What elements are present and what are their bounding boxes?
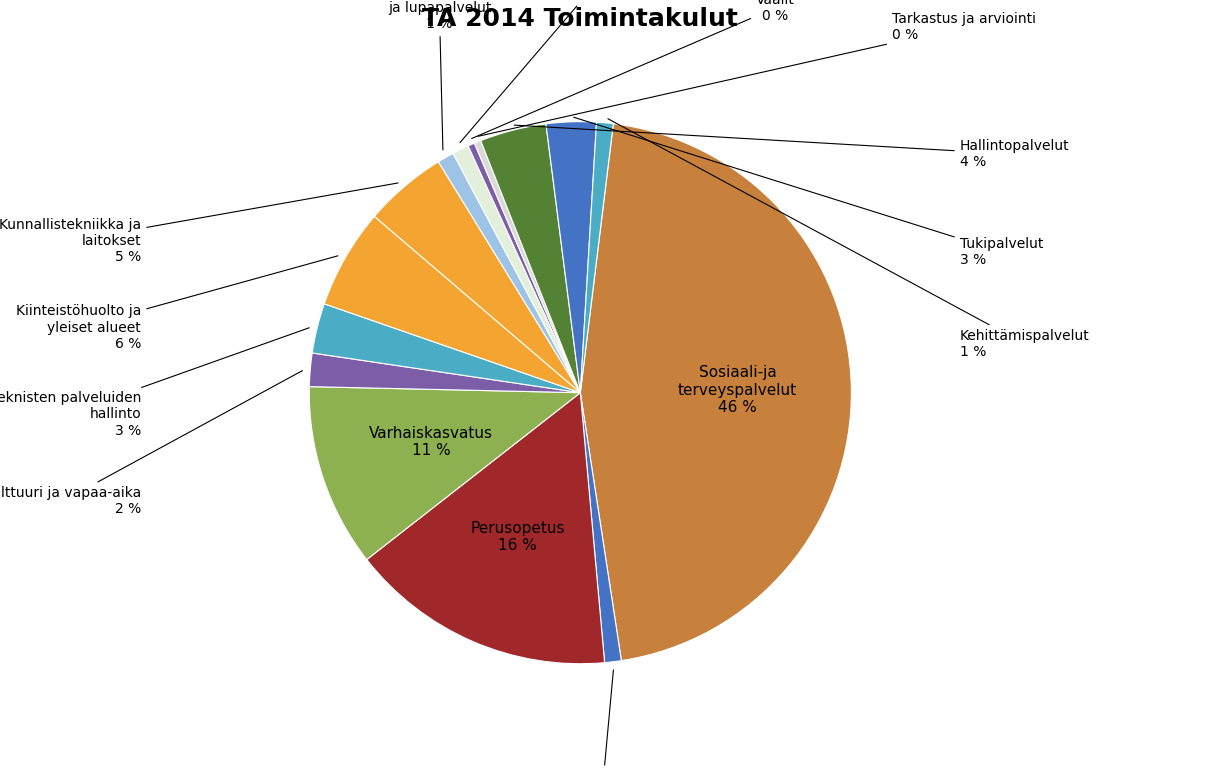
Wedge shape [312, 304, 580, 393]
Wedge shape [481, 124, 580, 393]
Wedge shape [580, 393, 621, 663]
Wedge shape [580, 124, 851, 661]
Wedge shape [366, 393, 604, 664]
Text: Varhaiskasvatus
11 %: Varhaiskasvatus 11 % [369, 426, 493, 458]
Text: Teknisten palveluiden
hallinto
3 %: Teknisten palveluiden hallinto 3 % [0, 328, 310, 437]
Text: Perusopetus
16 %: Perusopetus 16 % [470, 521, 565, 553]
Title: TA 2014 Toimintakulut: TA 2014 Toimintakulut [422, 7, 739, 31]
Wedge shape [474, 141, 580, 393]
Text: Kiinteistöhuolto ja
yleiset alueet
6 %: Kiinteistöhuolto ja yleiset alueet 6 % [16, 256, 337, 351]
Wedge shape [468, 143, 580, 393]
Wedge shape [310, 353, 580, 393]
Text: Rakennusvalvonta-
ja lupapalvelut
1 %: Rakennusvalvonta- ja lupapalvelut 1 % [374, 0, 505, 150]
Wedge shape [439, 153, 580, 393]
Text: Hallintopalvelut
4 %: Hallintopalvelut 4 % [514, 125, 1070, 169]
Wedge shape [580, 122, 613, 393]
Text: Kulttuuri ja vapaa-aika
2 %: Kulttuuri ja vapaa-aika 2 % [0, 370, 302, 516]
Text: Vaalit
0 %: Vaalit 0 % [472, 0, 794, 139]
Text: Kehittämispalvelut
1 %: Kehittämispalvelut 1 % [608, 119, 1089, 359]
Wedge shape [375, 162, 580, 393]
Text: Sivistyspalveluiden
hallinto
1 %: Sivistyspalveluiden hallinto 1 % [536, 670, 669, 770]
Text: Liikenneväylät
1 %: Liikenneväylät 1 % [459, 0, 644, 142]
Wedge shape [546, 122, 596, 393]
Wedge shape [310, 387, 580, 560]
Text: Tukipalvelut
3 %: Tukipalvelut 3 % [573, 117, 1043, 267]
Wedge shape [324, 216, 580, 393]
Text: Sosiaali-ja
terveyspalvelut
46 %: Sosiaali-ja terveyspalvelut 46 % [678, 366, 797, 415]
Text: Kunnallistekniikka ja
laitokset
5 %: Kunnallistekniikka ja laitokset 5 % [0, 183, 398, 264]
Wedge shape [453, 146, 580, 393]
Text: Tarkastus ja arviointi
0 %: Tarkastus ja arviointi 0 % [479, 12, 1036, 136]
